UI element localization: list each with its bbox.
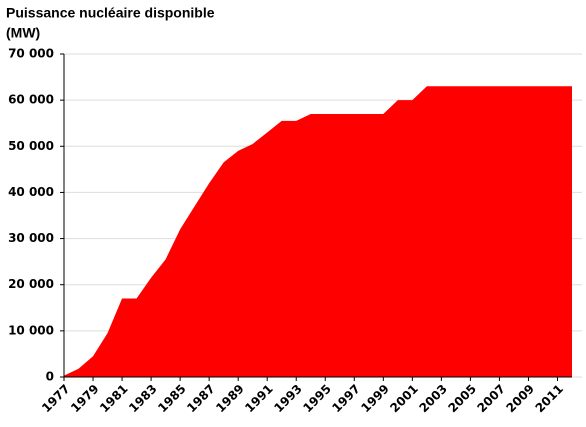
x-tick-label: 1979	[68, 382, 102, 416]
x-tick-label: 2007	[475, 382, 509, 416]
x-tick-label: 2005	[445, 382, 479, 416]
x-tick-label: 2009	[504, 382, 538, 416]
chart-title: Puissance nucléaire disponible	[6, 5, 215, 21]
y-tick-label: 20 000	[8, 277, 54, 291]
y-tick-label: 70 000	[8, 47, 54, 61]
x-tick-label: 1987	[184, 382, 218, 416]
x-tick-label: 2001	[387, 382, 421, 416]
y-tick-label: 10 000	[8, 323, 54, 337]
unit-label: (MW)	[6, 25, 40, 41]
area	[64, 86, 572, 378]
y-tick-label: 60 000	[8, 93, 54, 107]
x-tick-label: 1999	[358, 382, 392, 416]
x-tick-label: 1991	[242, 382, 276, 416]
x-tick-label: 1993	[271, 382, 305, 416]
x-tick-label: 1977	[39, 382, 73, 416]
y-tick-label: 0	[46, 370, 54, 384]
y-tick-label: 30 000	[8, 231, 54, 245]
x-tick-label: 1985	[155, 382, 189, 416]
x-tick-label: 1989	[213, 382, 247, 416]
y-tick-label: 40 000	[8, 185, 54, 199]
x-tick-label: 2003	[416, 382, 450, 416]
x-tick-label: 2011	[533, 382, 567, 416]
x-tick-label: 1997	[329, 382, 363, 416]
y-tick-label: 50 000	[8, 139, 54, 153]
x-tick-label: 1983	[126, 382, 160, 416]
x-tick-label: 1995	[300, 382, 334, 416]
x-tick-label: 1981	[97, 382, 131, 416]
